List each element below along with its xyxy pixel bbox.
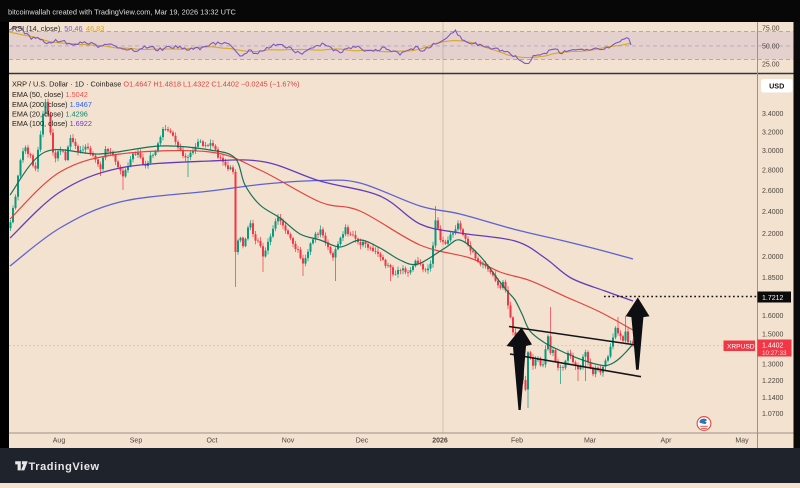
svg-text:25.00: 25.00: [762, 62, 780, 69]
svg-text:XRPUSD: XRPUSD: [727, 343, 755, 350]
svg-text:10:27:33: 10:27:33: [762, 350, 787, 357]
svg-text:Feb: Feb: [511, 438, 523, 445]
svg-text:Sep: Sep: [130, 438, 143, 445]
svg-text:1.2200: 1.2200: [762, 378, 784, 385]
svg-text:XRP / U.S. Dollar · 1D · Coinb: XRP / U.S. Dollar · 1D · Coinbase O1.464…: [12, 80, 299, 89]
svg-text:USD: USD: [769, 82, 784, 91]
svg-text:2.4000: 2.4000: [762, 209, 784, 216]
svg-text:1.1400: 1.1400: [762, 395, 784, 402]
svg-text:3.4000: 3.4000: [762, 111, 784, 118]
svg-text:Mar: Mar: [584, 438, 597, 445]
svg-text:3.0000: 3.0000: [762, 148, 784, 155]
svg-text:Dec: Dec: [356, 438, 369, 445]
svg-text:2.2000: 2.2000: [762, 231, 784, 238]
svg-text:1.5000: 1.5000: [762, 331, 784, 338]
svg-text:May: May: [735, 438, 749, 445]
svg-text:1.4402: 1.4402: [762, 342, 784, 349]
svg-text:Nov: Nov: [282, 438, 295, 445]
svg-text:2.8000: 2.8000: [762, 167, 784, 174]
svg-text:1.3000: 1.3000: [762, 361, 784, 368]
svg-text:Oct: Oct: [207, 438, 218, 445]
svg-text:2.0000: 2.0000: [762, 254, 784, 261]
svg-text:1.0700: 1.0700: [762, 411, 784, 418]
svg-text:1.8500: 1.8500: [762, 275, 784, 282]
svg-text:3.2000: 3.2000: [762, 129, 784, 136]
svg-text:Apr: Apr: [661, 438, 673, 445]
svg-text:2026: 2026: [432, 438, 448, 445]
svg-text:TradingView: TradingView: [29, 461, 100, 473]
svg-text:bitcoinwallah created with Tra: bitcoinwallah created with TradingView.c…: [8, 8, 237, 17]
svg-text:1.6000: 1.6000: [762, 313, 784, 320]
svg-text:EMA (200, close) 1.9467: EMA (200, close) 1.9467: [12, 100, 92, 109]
svg-text:EMA (100, close) 1.6922: EMA (100, close) 1.6922: [12, 119, 92, 128]
svg-text:50.00: 50.00: [762, 44, 780, 51]
svg-text:EMA (50, close) 1.5042: EMA (50, close) 1.5042: [12, 90, 88, 99]
svg-text:1.7212: 1.7212: [762, 295, 784, 302]
svg-text:2.6000: 2.6000: [762, 188, 784, 195]
svg-text:75.00: 75.00: [762, 26, 780, 33]
svg-text:Aug: Aug: [53, 438, 66, 445]
svg-text:EMA (20, close) 1.4296: EMA (20, close) 1.4296: [12, 109, 88, 118]
